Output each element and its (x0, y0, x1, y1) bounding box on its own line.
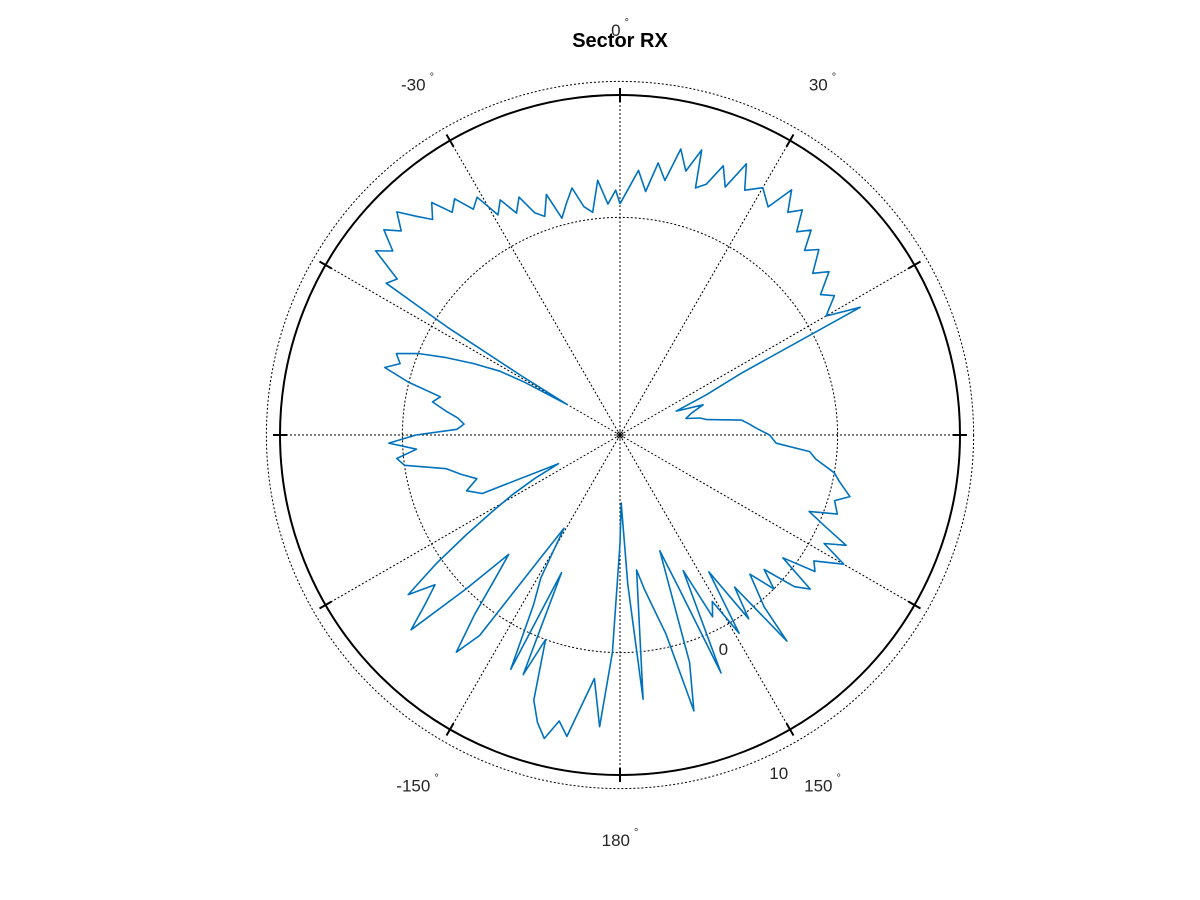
angle-tick (785, 133, 795, 148)
chart-title: Sector RX (572, 30, 668, 52)
angle-label: -30 ° (401, 71, 434, 94)
angle-ticks (273, 88, 967, 782)
angle-tick (907, 600, 922, 610)
angle-tick (318, 600, 333, 610)
angle-label: -150 ° (396, 773, 438, 796)
radial-tick-label: 0 (719, 640, 728, 659)
angle-tick (445, 722, 455, 737)
spoke-line (449, 140, 621, 436)
series-line (374, 148, 862, 740)
spoke-line (619, 264, 915, 436)
data-series (374, 148, 862, 740)
grid-circle (265, 80, 975, 790)
polar-grid (265, 80, 975, 790)
center-marker (616, 431, 624, 439)
grid-circle (401, 216, 839, 654)
radial-tick-label: 10 (769, 764, 788, 783)
spoke-line (325, 434, 621, 606)
angle-label: 150 ° (804, 773, 841, 796)
angle-labels: 0 °30 °150 °180 °-150 °-30 ° (396, 17, 841, 850)
spoke-line (619, 434, 791, 730)
spoke-line (325, 264, 621, 436)
spoke-line (449, 434, 621, 730)
angle-tick (445, 133, 455, 148)
angle-tick (907, 260, 922, 270)
radial-labels: 0 10 (719, 640, 788, 783)
spoke-line (619, 140, 791, 436)
angle-tick (785, 722, 795, 737)
angle-tick (318, 260, 333, 270)
spoke-line (619, 434, 915, 606)
angle-label: 30 ° (809, 71, 836, 94)
angle-label: 180 ° (602, 827, 639, 850)
